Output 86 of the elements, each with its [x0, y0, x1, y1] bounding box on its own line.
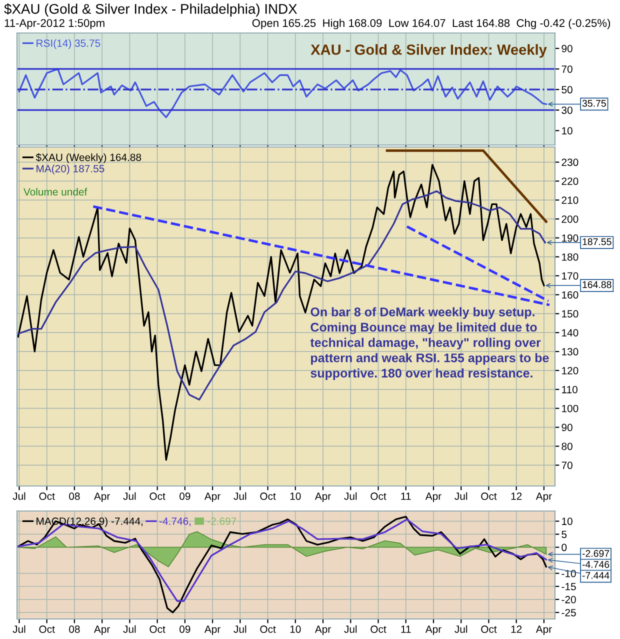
annotation: XAU - Gold & Silver Index: Weekly [310, 44, 547, 58]
x-tick-label: 12 [511, 492, 522, 500]
y-tick-label: 110 [562, 386, 578, 394]
x-tick-label: Apr [425, 626, 442, 635]
x-tick-label: Apr [314, 492, 331, 502]
x-tick-label: Apr [204, 492, 220, 502]
annotation: -7.444 [582, 572, 610, 579]
x-tick-label: 11 [401, 626, 411, 633]
annotation: On bar 8 of DeMark weekly buy setup. Coming Bounce may be limited due to technical damage, "heavy" rolling over pattern and weak RSI. 155 appears to be supportive. 180 over head resistance. [310, 307, 549, 380]
x-tick-label: Apr [204, 626, 220, 635]
y-tick-label: 150 [562, 310, 578, 318]
x-tick-label: Jul [234, 625, 246, 633]
y-tick-label: 5 [562, 530, 567, 538]
y-tick-label: -20 [562, 596, 576, 604]
legend-label: MA(20) 187.55 [36, 164, 104, 174]
y-tick-label: 210 [562, 196, 578, 204]
y-tick-label: -10 [562, 570, 576, 578]
y-tick-label: -25 [562, 608, 576, 616]
x-tick-label: Apr [536, 626, 552, 635]
y-tick-label: 10 [562, 518, 572, 526]
line-series [18, 68, 547, 118]
legend-label: $XAU (Weekly) 164.88 [36, 153, 142, 164]
y-tick-label: 180 [562, 253, 578, 261]
annotation: -2.697 [582, 550, 610, 557]
y-tick-label: 30 [562, 106, 572, 114]
y-tick-label: 0 [562, 544, 567, 552]
x-tick-label: Apr [314, 626, 331, 635]
x-tick-label: Jul [123, 625, 136, 633]
x-tick-label: Oct [370, 492, 386, 500]
x-tick-label: Oct [39, 626, 55, 633]
x-tick-label: 08 [69, 492, 80, 500]
legend-label: -4.746, [160, 518, 191, 526]
annotation: Volume undef [24, 188, 88, 196]
y-tick-label: 130 [562, 348, 578, 356]
x-tick-label: Jul [344, 625, 357, 633]
annotation: 187.55 [582, 238, 612, 246]
x-tick-label: Oct [481, 492, 497, 500]
annotation: 164.88 [582, 281, 612, 288]
y-tick-label: 160 [562, 291, 578, 299]
y-tick-label: 120 [562, 366, 578, 374]
x-tick-label: Oct [150, 492, 166, 500]
x-tick-label: Oct [260, 492, 276, 500]
y-tick-label: 100 [562, 404, 578, 412]
x-tick-label: Oct [260, 626, 276, 633]
y-tick-label: 140 [562, 329, 578, 336]
y-tick-label: 50 [562, 86, 572, 94]
x-tick-label: 12 [511, 626, 522, 633]
x-tick-label: 11 [401, 492, 411, 500]
x-tick-label: Oct [481, 626, 497, 633]
x-tick-label: Apr [94, 492, 110, 502]
x-tick-label: Jul [12, 625, 26, 633]
x-tick-label: 08 [69, 626, 80, 633]
x-tick-label: Apr [536, 492, 552, 502]
x-tick-label: 09 [180, 626, 190, 633]
x-tick-label: 09 [180, 492, 190, 500]
annotation: 35.75 [582, 100, 606, 107]
y-tick-label: -15 [562, 583, 576, 590]
annotation: -4.746 [582, 561, 610, 568]
x-tick-label: 10 [290, 492, 301, 500]
x-tick-label: Apr [425, 492, 442, 502]
x-tick-label: Oct [39, 492, 55, 500]
x-tick-label: Jul [234, 492, 246, 500]
x-tick-label: Jul [123, 492, 136, 500]
chart-title: $XAU (Gold & Silver Index - Philadelphia) INDX [4, 3, 298, 17]
y-tick-label: 90 [562, 424, 572, 432]
y-tick-label: 170 [562, 272, 578, 280]
y-tick-label: 220 [562, 178, 578, 185]
x-tick-label: 10 [290, 626, 301, 633]
legend-label: RSI(14) 35.75 [36, 39, 100, 49]
y-tick-label: 190 [562, 234, 578, 242]
y-tick-label: 90 [562, 44, 572, 52]
x-tick-label: Oct [150, 626, 166, 633]
x-tick-label: Apr [94, 626, 110, 635]
y-tick-label: 70 [562, 462, 572, 470]
y-tick-label: 230 [562, 158, 578, 166]
y-tick-label: 70 [562, 65, 572, 73]
y-tick-label: 80 [562, 442, 572, 450]
x-tick-label: Jul [454, 625, 468, 633]
text: Open 165.25 High 168.09 Low 164.07 Last 164.88 Chg -0.42 (-0.25%) [252, 18, 610, 30]
x-tick-label: Jul [344, 492, 357, 500]
x-tick-label: Jul [12, 492, 26, 500]
x-tick-label: Oct [370, 626, 386, 633]
y-tick-label: 200 [562, 215, 578, 223]
chart-subtitle: 11-Apr-2012 1:50pm [4, 19, 104, 30]
x-tick-label: Jul [454, 492, 468, 500]
y-tick-label: 10 [562, 127, 572, 134]
